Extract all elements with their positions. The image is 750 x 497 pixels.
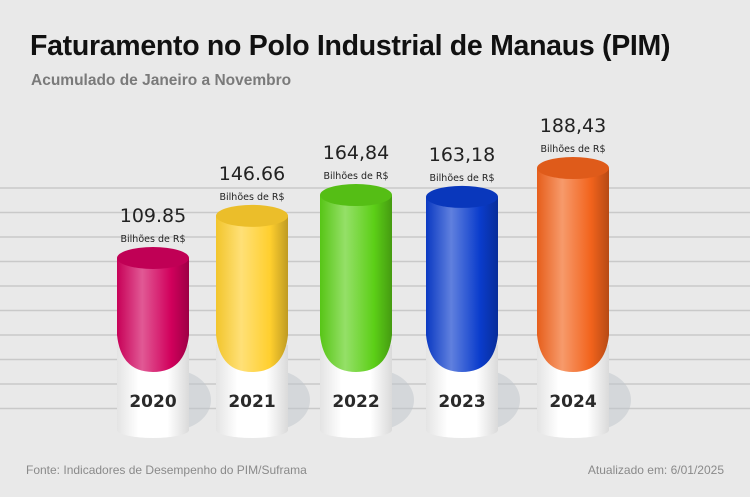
- bar-base: [537, 345, 609, 438]
- bar-2020: [117, 258, 189, 372]
- bar-base: [216, 345, 288, 438]
- source-note: Fonte: Indicadores de Desempenho do PIM/…: [26, 463, 307, 477]
- chart-title: Faturamento no Polo Industrial de Manaus…: [30, 30, 671, 62]
- value-label: 164,84: [323, 142, 389, 164]
- bar-2022: [320, 195, 392, 372]
- category-label: 2023: [438, 392, 485, 412]
- bar-2021: [216, 215, 288, 372]
- bar-2023: [426, 196, 498, 372]
- bar-top: [117, 247, 189, 269]
- chart-subtitle: Acumulado de Janeiro a Novembro: [31, 72, 292, 89]
- category-label: 2021: [228, 392, 275, 412]
- bar-base: [426, 345, 498, 438]
- unit-label: Bilhões de R$: [121, 234, 186, 245]
- category-label: 2024: [549, 392, 596, 412]
- bar-top: [216, 204, 288, 227]
- bar-top: [537, 157, 609, 180]
- bar-top: [320, 184, 392, 207]
- unit-label: Bilhões de R$: [220, 192, 285, 203]
- unit-label: Bilhões de R$: [430, 173, 495, 184]
- updated-note: Atualizado em: 6/01/2025: [587, 463, 724, 477]
- value-label: 188,43: [540, 115, 606, 137]
- category-label: 2022: [332, 392, 379, 412]
- category-label: 2020: [129, 392, 176, 412]
- bar-base: [117, 345, 189, 438]
- bar-top: [426, 185, 498, 208]
- value-label: 146.66: [219, 163, 285, 185]
- unit-label: Bilhões de R$: [541, 144, 606, 155]
- unit-label: Bilhões de R$: [324, 171, 389, 182]
- bar-base: [320, 345, 392, 438]
- value-label: 163,18: [429, 144, 495, 166]
- value-label: 109.85: [120, 205, 186, 227]
- bar-2024: [537, 168, 609, 372]
